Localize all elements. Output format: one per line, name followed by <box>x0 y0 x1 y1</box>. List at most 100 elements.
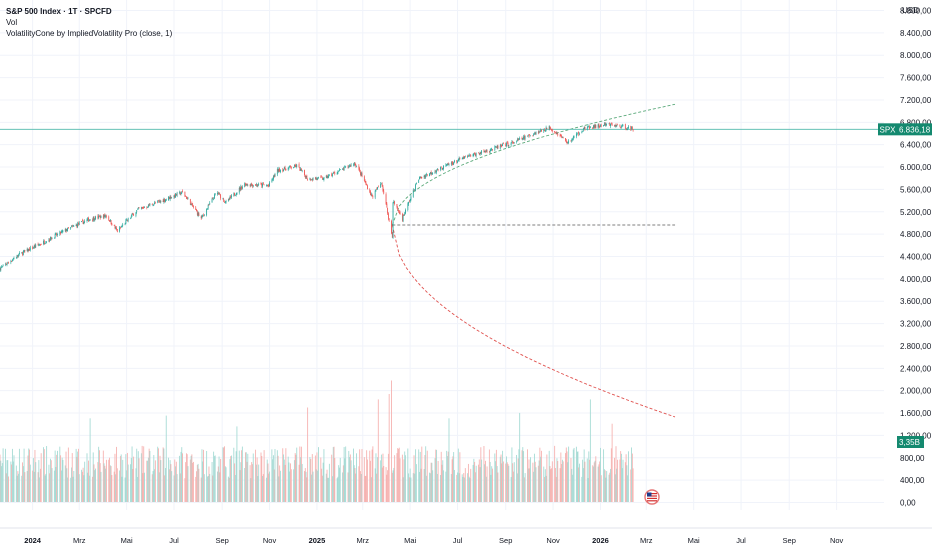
candle-body <box>365 181 367 185</box>
volume-bar <box>327 477 329 502</box>
volume-bar <box>478 459 480 502</box>
volume-bar <box>274 449 276 502</box>
candle-body <box>235 194 237 196</box>
volume-bar <box>173 475 175 502</box>
volume-bar <box>332 447 334 502</box>
candle-body <box>447 163 448 166</box>
volume-bar <box>219 472 221 502</box>
candle-body <box>527 134 529 136</box>
candle-body <box>39 244 41 245</box>
volume-bar <box>279 470 281 502</box>
time-axis-label: Jul <box>453 536 463 545</box>
us-flag-icon[interactable] <box>644 489 660 505</box>
candle-body <box>511 141 513 143</box>
volume-bar <box>220 458 222 502</box>
volume-bar <box>160 460 162 502</box>
volume-bar <box>513 471 514 502</box>
price-axis-label: 7.600,00 <box>900 74 932 83</box>
volume-bar <box>22 462 23 502</box>
volume-legend[interactable]: Vol <box>6 18 18 27</box>
volume-bar <box>186 454 188 502</box>
candle-body <box>479 152 481 155</box>
volume-bar <box>189 459 191 502</box>
candle-body <box>566 142 568 144</box>
candle-body <box>485 150 486 153</box>
candle-body <box>388 219 390 221</box>
price-axis-label: 4.800,00 <box>900 230 932 239</box>
candle-body <box>81 220 83 222</box>
price-axis-label: 400,00 <box>900 476 925 485</box>
volume-bar <box>28 448 30 502</box>
volume-bar <box>53 470 55 502</box>
volume-bar <box>137 476 138 502</box>
volume-bars <box>0 380 634 502</box>
volume-bar <box>45 473 47 502</box>
candle-body <box>584 126 586 130</box>
volume-bar <box>394 455 396 502</box>
candle-body <box>311 179 313 181</box>
volume-bar <box>245 452 246 502</box>
volume-bar <box>119 456 121 502</box>
indicator-legend[interactable]: VolatilityCone by ImpliedVolatility Pro … <box>6 29 173 38</box>
candle-body <box>331 174 333 176</box>
volume-bar <box>86 453 88 502</box>
volume-bar <box>217 466 219 502</box>
candle-body <box>186 198 188 200</box>
volume-bar <box>229 459 231 502</box>
candle-body <box>325 175 327 178</box>
volume-bar <box>582 468 584 502</box>
price-axis[interactable]: 8.800,00 8.400,00 8.000,00 7.600,00 7.200,00… <box>900 7 932 508</box>
currency-label[interactable]: USD <box>902 6 919 15</box>
volume-bar <box>33 471 35 502</box>
candle-body <box>573 136 575 138</box>
candle-body <box>401 213 403 221</box>
volume-bar <box>561 459 563 502</box>
volume-bar <box>29 449 30 502</box>
volume-bar <box>197 463 199 502</box>
candle-body <box>300 168 302 171</box>
volume-bar <box>405 455 406 502</box>
candle-body <box>131 213 133 216</box>
volume-bar <box>278 476 280 502</box>
candle-body <box>496 146 498 148</box>
volume-bar <box>603 469 605 502</box>
candle-body <box>616 124 618 127</box>
volume-bar <box>478 464 479 502</box>
candle-body <box>120 227 121 228</box>
candle-body <box>229 196 231 200</box>
candle-body <box>425 175 427 178</box>
time-axis[interactable]: 2024 Mrz Mai Jul Sep Nov 2025 Mrz Mai Jul Sep Nov 20… <box>24 536 843 545</box>
volume-bar <box>309 457 311 502</box>
candle-body <box>426 174 427 176</box>
volume-bar <box>577 451 579 502</box>
candle-body <box>269 182 270 187</box>
volume-bar <box>108 459 110 502</box>
candle-body <box>593 125 595 128</box>
candle-body <box>220 194 222 199</box>
candle-body <box>353 164 354 166</box>
volume-bar <box>437 461 439 502</box>
volume-bar <box>43 449 45 502</box>
volume-bar <box>300 446 302 502</box>
candle-body <box>614 125 615 127</box>
volume-bar <box>353 465 355 502</box>
symbol-title[interactable]: S&P 500 Index · 1T · SPCFD <box>6 7 112 16</box>
candle-body <box>475 152 477 156</box>
candle-body <box>168 197 170 200</box>
candle-body <box>55 233 57 235</box>
volume-bar <box>26 471 28 502</box>
candle-body <box>51 237 53 239</box>
candle-body <box>631 127 632 129</box>
candle-body <box>344 166 346 168</box>
candle-body <box>506 142 508 144</box>
candle-body <box>2 264 4 266</box>
candle-body <box>483 150 485 153</box>
volume-bar <box>426 475 427 502</box>
volume-bar <box>403 459 405 502</box>
volume-bar <box>44 475 46 502</box>
candle-body <box>154 202 155 205</box>
volume-bar <box>616 468 618 502</box>
candle-body <box>255 184 257 185</box>
candle-body <box>262 183 264 185</box>
